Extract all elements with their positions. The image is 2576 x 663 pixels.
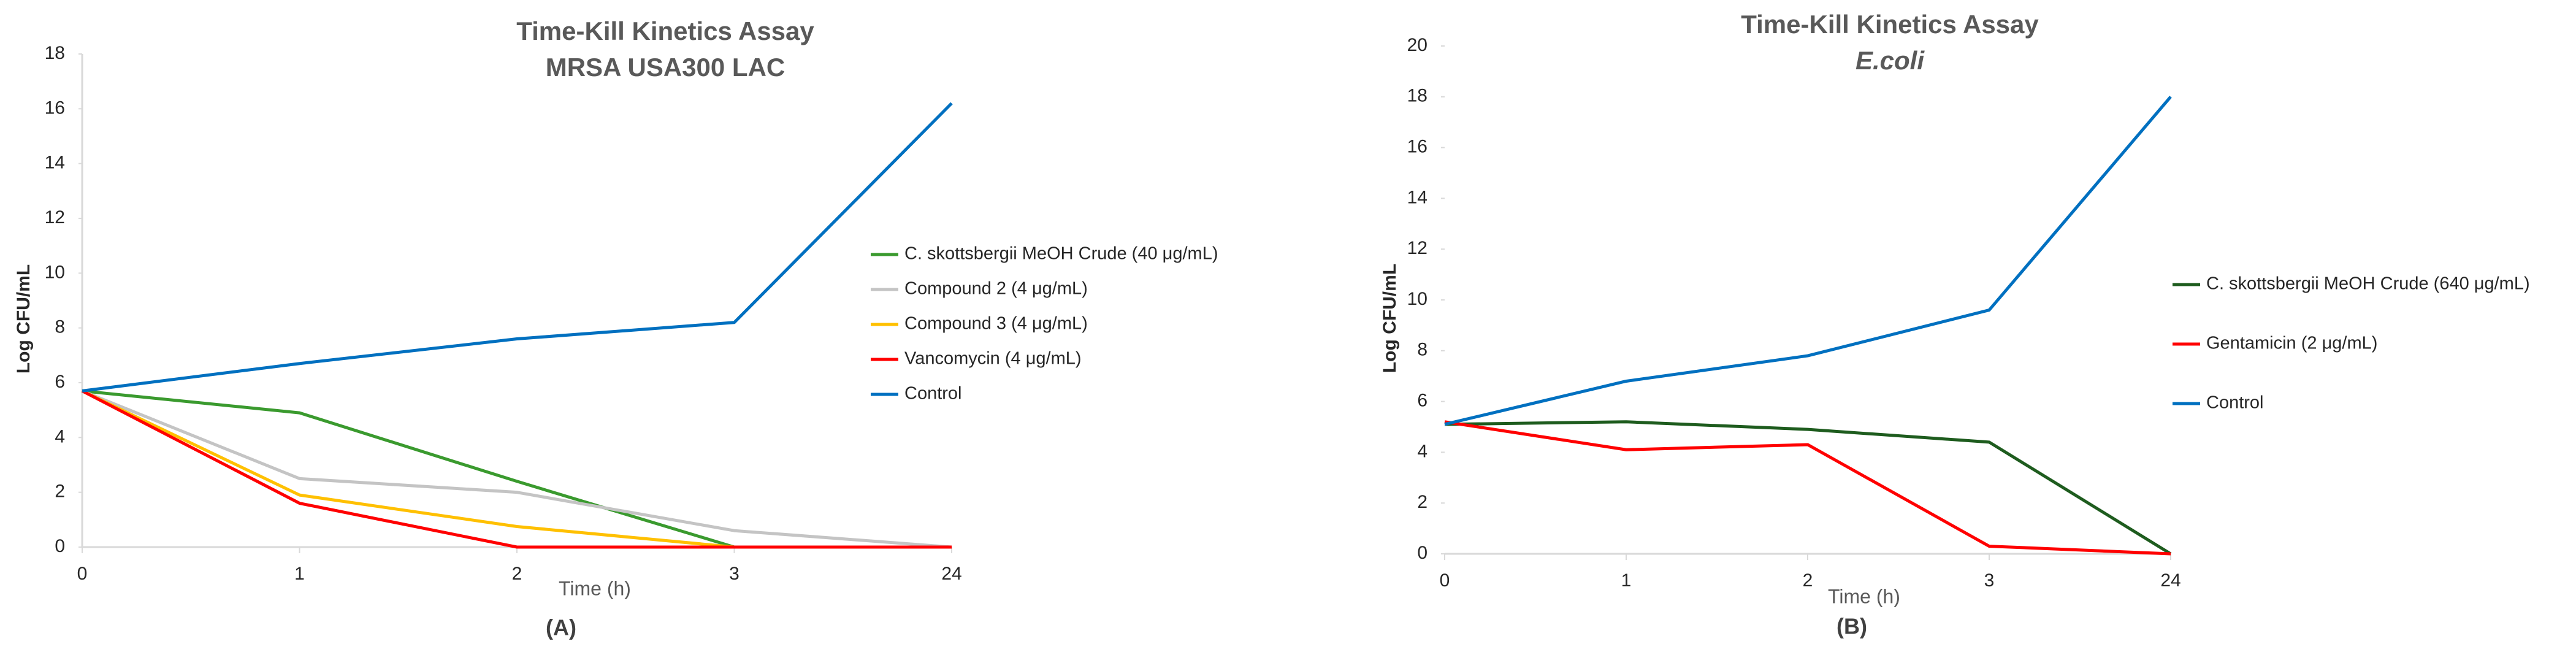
legend-label: C. skottsbergii MeOH Crude (40 μg/mL) [904,244,1218,264]
legend-label: Gentamicin (2 μg/mL) [2206,334,2377,353]
x-tick-label: 24 [2160,570,2180,591]
y-tick-label: 4 [55,426,65,446]
y-tick-label: 8 [1417,340,1428,360]
chart-subtitle: MRSA USA300 LAC [546,53,785,82]
series-line [1444,96,2172,426]
chart-title: Time-Kill Kinetics Assay [516,17,814,45]
series-line [1444,420,2171,556]
series-line [82,389,952,549]
legend-label: Control [904,384,962,404]
legend-label: Compound 2 (4 μg/mL) [904,279,1088,299]
x-axis-label: Time (h) [1828,585,1900,607]
legend-label: C. skottsbergii MeOH Crude (640 μg/mL) [2206,274,2530,294]
y-axis-label: Log CFU/mL [1380,264,1400,373]
y-tick-label: 2 [1417,492,1428,512]
y-tick-label: 12 [45,207,65,228]
x-tick-label: 0 [1440,570,1450,591]
legend-label: Control [2206,393,2264,413]
y-tick-label: 18 [45,43,65,63]
y-tick-label: 8 [55,317,65,337]
y-tick-label: 18 [1407,86,1428,106]
y-tick-label: 6 [1417,391,1428,411]
series-line [82,389,952,549]
x-tick-label: 3 [729,564,740,584]
y-tick-label: 12 [1407,238,1428,258]
y-tick-label: 16 [1407,137,1428,157]
chart-title: Time-Kill Kinetics Assay [1741,10,2039,39]
x-tick-label: 2 [1803,570,1813,591]
x-tick-label: 1 [294,564,305,584]
series-line [82,102,953,393]
y-tick-label: 20 [1407,35,1428,55]
caption: (B) [1836,614,1867,639]
y-tick-label: 0 [55,536,65,556]
legend-label: Compound 3 (4 μg/mL) [904,314,1088,334]
y-tick-label: 10 [1407,289,1428,309]
y-tick-label: 2 [55,481,65,502]
x-tick-label: 3 [1984,570,1995,591]
x-axis-label: Time (h) [559,577,631,599]
y-axis-label: Log CFU/mL [13,264,34,374]
series-line [1444,420,2172,556]
y-tick-label: 14 [1407,187,1428,207]
x-tick-label: 24 [941,564,961,584]
x-tick-label: 2 [512,564,522,584]
x-tick-label: 1 [1621,570,1632,591]
x-tick-label: 0 [77,564,88,584]
legend-label: Vancomycin (4 μg/mL) [904,349,1082,369]
series-line [81,389,952,549]
y-tick-label: 4 [1417,441,1428,461]
series-line [81,389,952,549]
y-tick-label: 14 [45,153,65,173]
caption: (A) [546,615,576,640]
y-tick-label: 6 [55,372,65,392]
chart-subtitle: E.coli [1856,46,1925,75]
y-tick-label: 0 [1417,543,1428,563]
y-tick-label: 16 [45,98,65,118]
y-tick-label: 10 [45,262,65,282]
